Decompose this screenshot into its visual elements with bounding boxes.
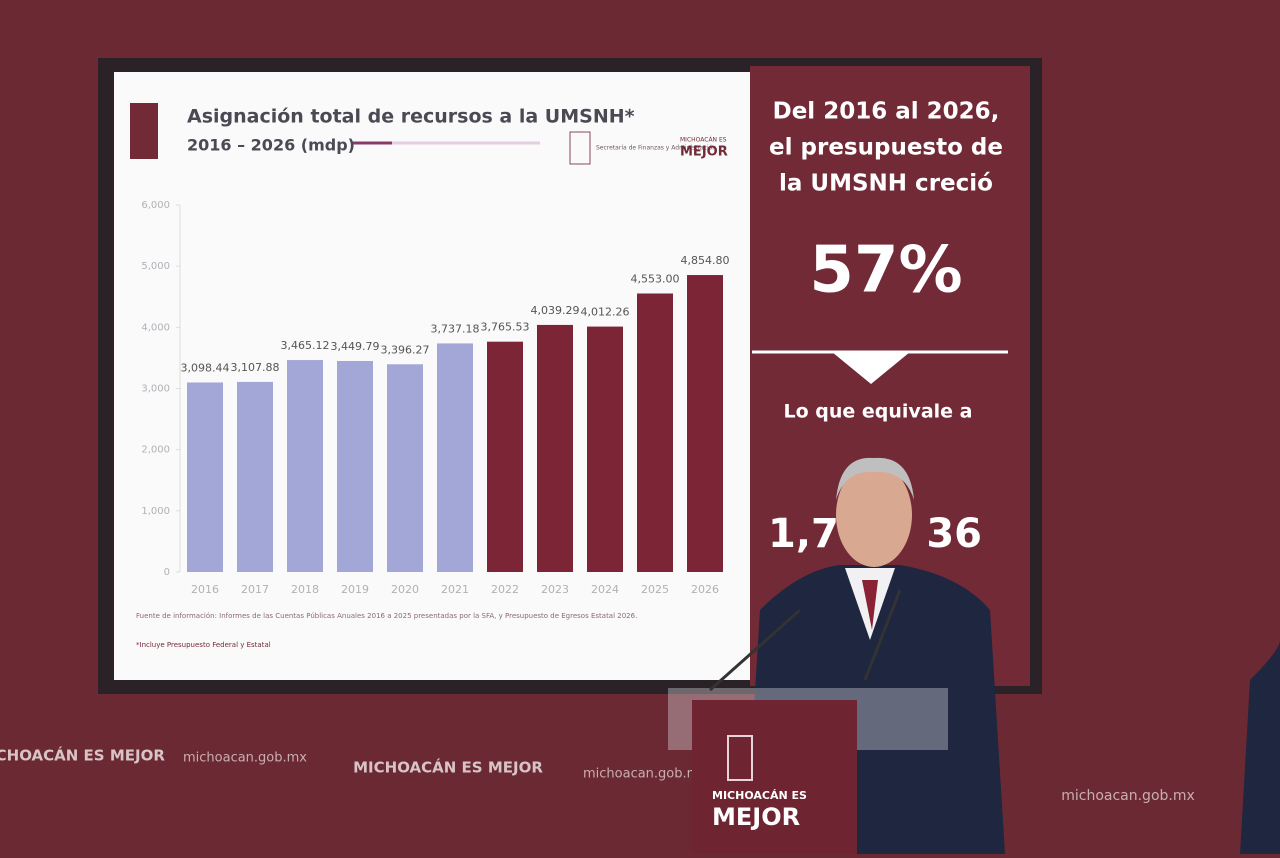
value-label: 3,465.12 bbox=[281, 339, 330, 352]
x-tick-label: 2023 bbox=[541, 583, 569, 596]
bar bbox=[387, 364, 423, 572]
podium-brand-top: MICHOACÁN ES bbox=[712, 789, 807, 802]
panel-amount: 36 bbox=[926, 511, 982, 557]
y-tick-label: 3,000 bbox=[141, 384, 170, 395]
x-tick-label: 2020 bbox=[391, 583, 419, 596]
chart-footnote: *Incluye Presupuesto Federal y Estatal bbox=[136, 641, 271, 649]
panel-headline: la UMSNH creció bbox=[779, 171, 993, 197]
bar bbox=[537, 324, 573, 572]
x-tick-label: 2017 bbox=[241, 583, 269, 596]
microphone bbox=[709, 608, 801, 692]
bar bbox=[237, 381, 273, 572]
backdrop-slogan: MICHOACÁN ES MEJOR bbox=[0, 746, 165, 765]
panel-percent: 57% bbox=[809, 234, 962, 308]
logo-brand-top: MICHOACÁN ES bbox=[680, 137, 727, 144]
bar bbox=[187, 382, 223, 572]
speaker-hair bbox=[836, 457, 914, 500]
x-tick-label: 2018 bbox=[291, 583, 319, 596]
logo-secretaria: Secretaría de Finanzas y Administración bbox=[596, 145, 716, 152]
y-tick-label: 6,000 bbox=[141, 200, 170, 211]
value-label: 4,553.00 bbox=[631, 273, 680, 286]
x-tick-label: 2026 bbox=[691, 583, 719, 596]
logo-brand-bottom: MEJOR bbox=[680, 145, 728, 160]
backdrop-website: michoacan.gob.mx bbox=[1061, 788, 1195, 804]
backdrop-website: michoacan.gob.mx bbox=[583, 767, 707, 782]
chart-subtitle: 2016 – 2026 (mdp) bbox=[187, 136, 355, 155]
speaker-face bbox=[836, 463, 912, 567]
y-tick-label: 4,000 bbox=[141, 322, 170, 333]
x-tick-label: 2021 bbox=[441, 583, 469, 596]
value-label: 3,449.79 bbox=[331, 340, 380, 353]
title-accent bbox=[130, 103, 158, 159]
value-label: 4,012.26 bbox=[581, 306, 630, 319]
x-tick-label: 2016 bbox=[191, 583, 219, 596]
value-label: 3,737.18 bbox=[431, 322, 480, 335]
podium bbox=[692, 700, 857, 854]
x-tick-label: 2025 bbox=[641, 583, 669, 596]
value-label: 3,098.44 bbox=[181, 361, 230, 374]
value-label: 3,396.27 bbox=[381, 343, 430, 356]
podium-emblem bbox=[727, 735, 753, 781]
microphone bbox=[863, 589, 902, 681]
bar bbox=[337, 360, 373, 572]
y-tick-label: 5,000 bbox=[141, 261, 170, 272]
chart-source: Fuente de información: Informes de las C… bbox=[136, 612, 637, 620]
person-edge bbox=[1240, 640, 1280, 854]
backdrop-website: michoacan.gob.mx bbox=[183, 751, 307, 766]
panel-equivalent: Lo que equivale a bbox=[784, 401, 973, 423]
chart-title: Asignación total de recursos a la UMSNH* bbox=[187, 106, 635, 128]
bar bbox=[637, 293, 673, 572]
panel-headline: Del 2016 al 2026, bbox=[773, 99, 1000, 125]
podium-brand-bottom: MEJOR bbox=[712, 803, 800, 831]
backdrop-slogan: MICHOACÁN ES MEJOR bbox=[353, 758, 543, 777]
panel-amount: 1,7 bbox=[768, 511, 839, 557]
bar bbox=[437, 343, 473, 572]
logo-icon bbox=[569, 131, 591, 165]
x-tick-label: 2022 bbox=[491, 583, 519, 596]
bar bbox=[487, 341, 523, 572]
value-label: 4,854.80 bbox=[681, 254, 730, 267]
plot: 0 1,000 2,000 3,000 4,000 5,000 6,000 2016 3,098… bbox=[141, 200, 729, 596]
panel-headline: el presupuesto de bbox=[769, 135, 1003, 161]
x-tick-label: 2019 bbox=[341, 583, 369, 596]
y-tick-label: 0 bbox=[164, 567, 170, 578]
value-label: 3,765.53 bbox=[481, 321, 530, 334]
value-label: 4,039.29 bbox=[531, 304, 580, 317]
bar bbox=[287, 360, 323, 572]
bar bbox=[587, 326, 623, 572]
bar bbox=[687, 275, 723, 572]
x-tick-label: 2024 bbox=[591, 583, 619, 596]
speaker-tie bbox=[862, 580, 878, 630]
y-tick-label: 1,000 bbox=[141, 506, 170, 517]
panel-arrow bbox=[832, 352, 910, 384]
y-tick-label: 2,000 bbox=[141, 445, 170, 456]
value-label: 3,107.88 bbox=[231, 361, 280, 374]
